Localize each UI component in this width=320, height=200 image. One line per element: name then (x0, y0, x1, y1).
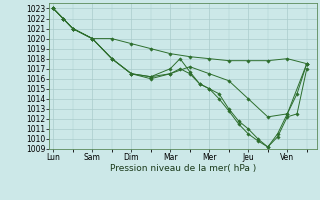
X-axis label: Pression niveau de la mer( hPa ): Pression niveau de la mer( hPa ) (110, 164, 256, 173)
